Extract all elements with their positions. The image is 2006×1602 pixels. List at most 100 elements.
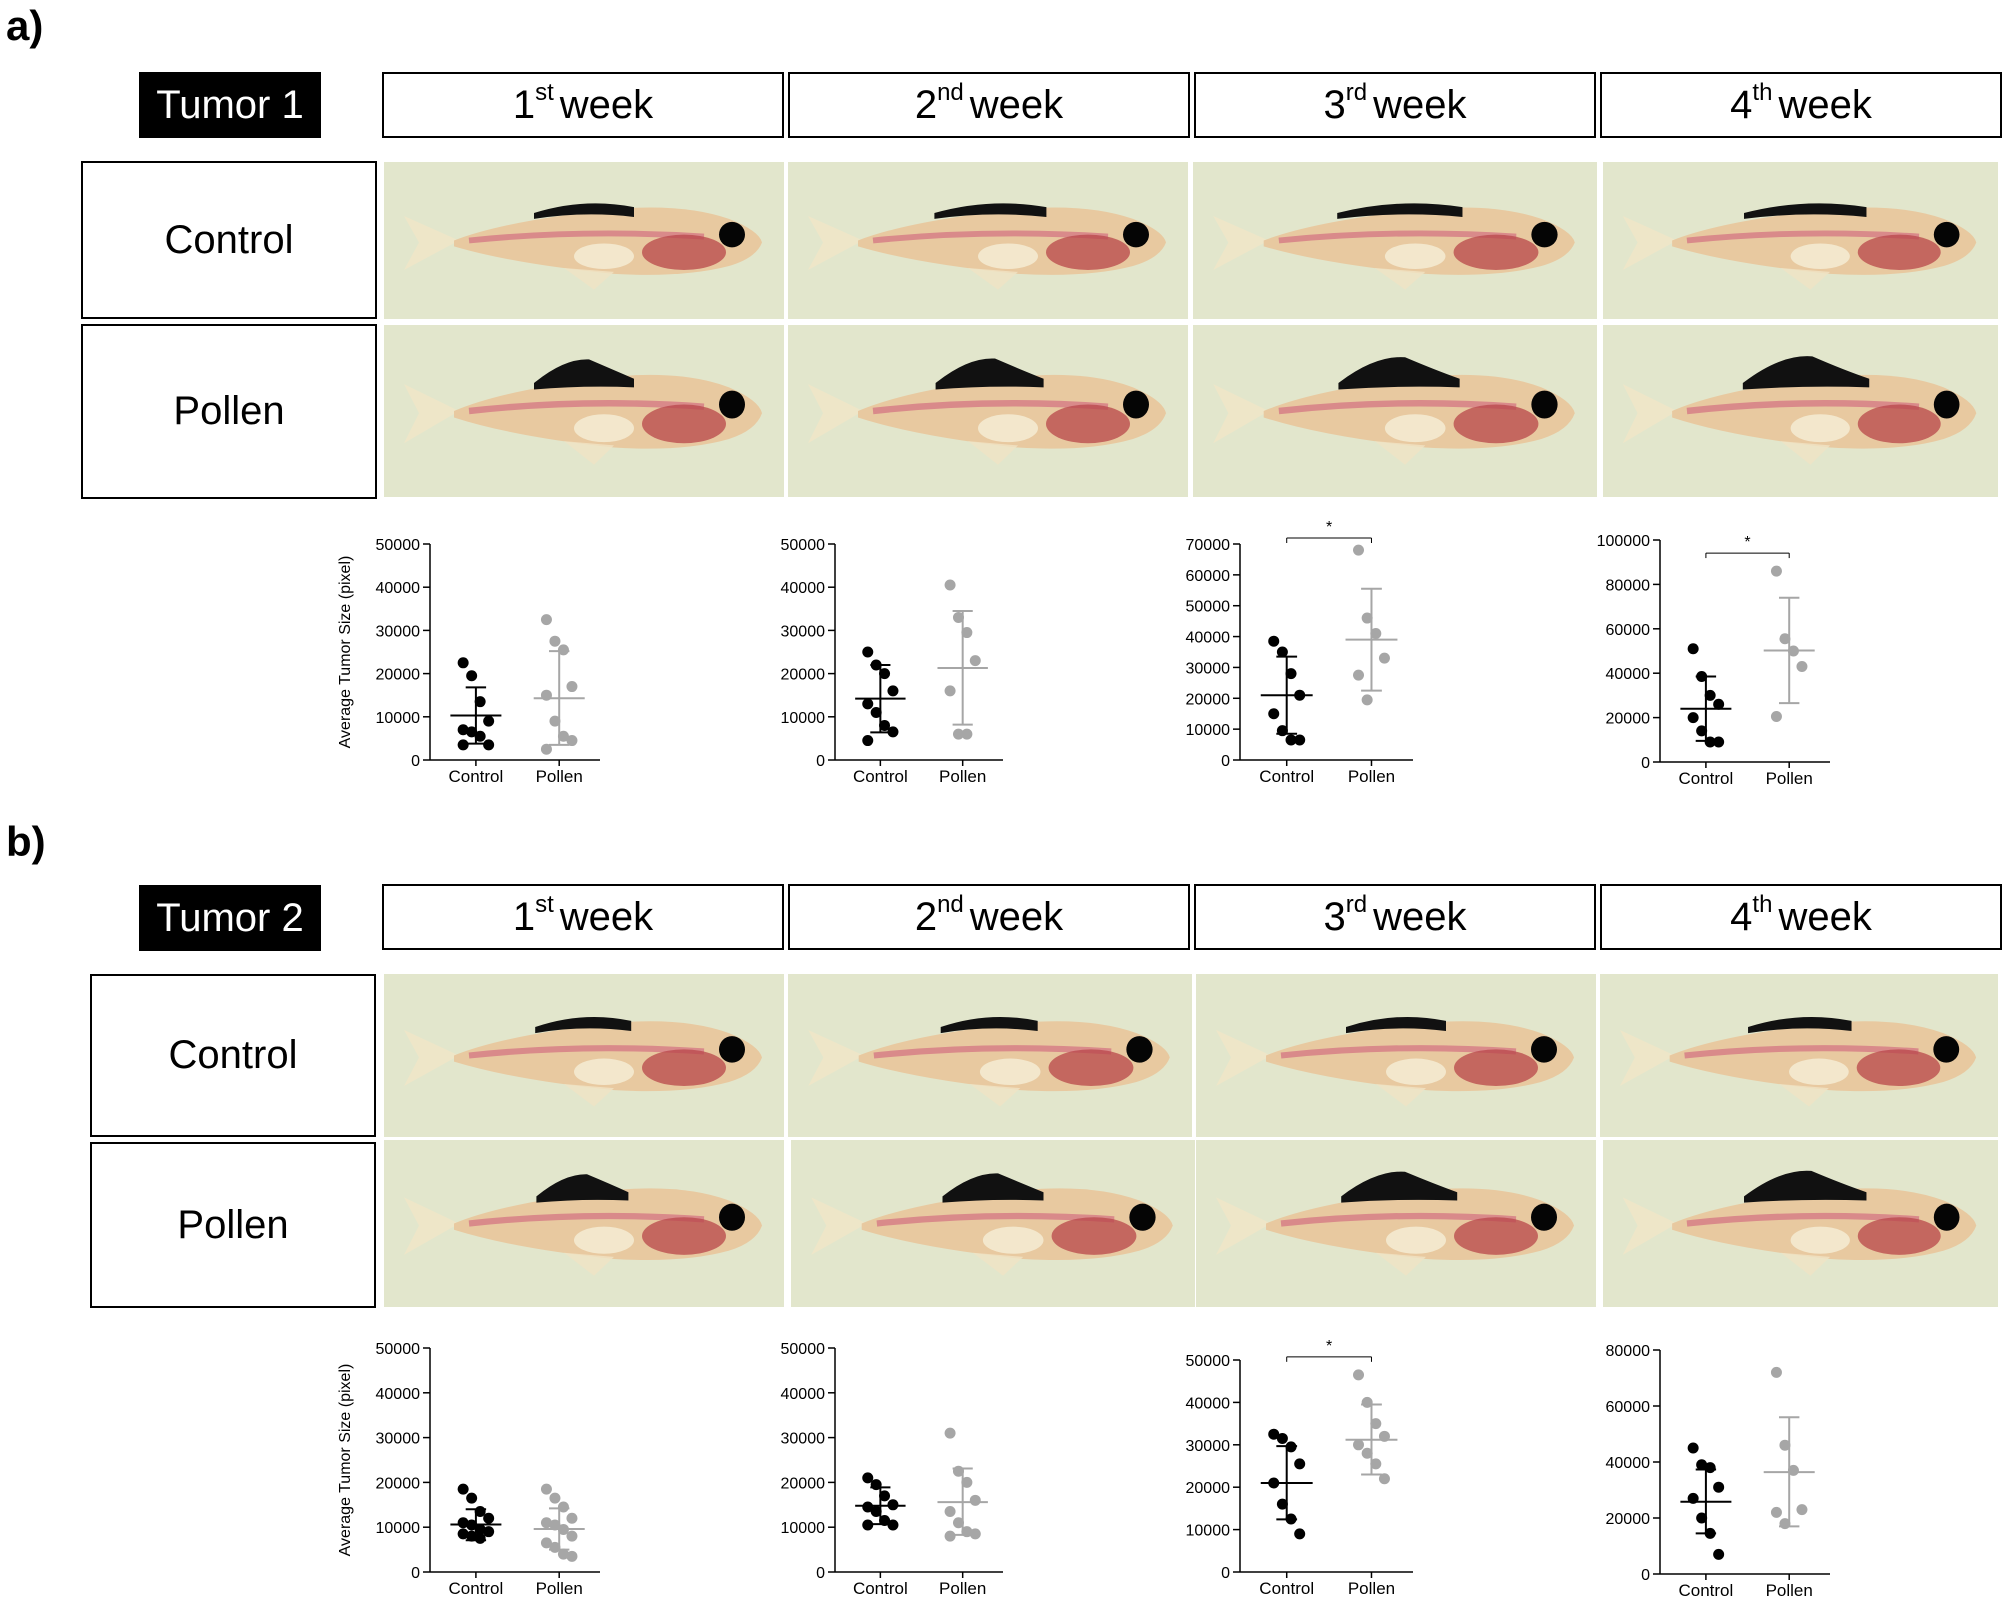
fish-photo (1196, 974, 1596, 1137)
tumor-mass (1744, 1170, 1867, 1203)
y-tick-label: 0 (1221, 753, 1230, 770)
tumor-mass (935, 358, 1044, 390)
data-point (466, 726, 478, 738)
data-point (1361, 612, 1373, 624)
y-tick-label: 30000 (1186, 660, 1231, 677)
ventral-fin (1374, 267, 1426, 290)
data-point (483, 1526, 495, 1538)
data-point (952, 611, 964, 623)
data-point (483, 715, 495, 727)
ventral-fin (1780, 1252, 1831, 1276)
ventral-fin (969, 1084, 1021, 1107)
tail-fin (1216, 1197, 1271, 1255)
fish-illustration (384, 162, 784, 319)
fish-photo (788, 974, 1192, 1137)
fish-eye (1933, 221, 1960, 248)
row-label-control: Control (81, 161, 377, 319)
row-label-pollen: Pollen (90, 1142, 376, 1308)
organ (642, 1049, 726, 1087)
data-point (862, 1519, 874, 1531)
spine-line (876, 1212, 1115, 1227)
data-point (1713, 698, 1725, 710)
y-tick-label: 40000 (1606, 666, 1651, 683)
fish-photo (788, 162, 1188, 319)
organ (1856, 1049, 1941, 1087)
fish-photo (384, 1140, 784, 1307)
data-point (1378, 1473, 1390, 1485)
data-point (961, 1476, 973, 1488)
y-tick-label: 40000 (1186, 1395, 1231, 1412)
swim-bladder (1789, 1058, 1849, 1086)
fish-eye (719, 1036, 745, 1063)
x-tick-label: Pollen (1348, 1579, 1395, 1598)
fish-photo (384, 325, 784, 497)
data-point (1687, 643, 1699, 655)
data-point (474, 1532, 486, 1544)
data-point (1353, 669, 1365, 681)
y-tick-label: 20000 (1606, 1511, 1651, 1528)
y-tick-label: 40000 (1186, 630, 1231, 647)
tail-fin (1622, 1197, 1678, 1255)
ventral-fin (564, 1084, 614, 1107)
y-tick-label: 10000 (781, 710, 826, 727)
tail-fin (811, 1197, 867, 1255)
data-point (1696, 725, 1708, 737)
fish-eye (1531, 1036, 1557, 1063)
fish-eye (1531, 390, 1558, 419)
ventral-fin (1374, 441, 1426, 465)
fish-eye (1531, 1203, 1557, 1231)
ventral-fin (1780, 267, 1831, 290)
data-point (1294, 1528, 1306, 1540)
data-point (1276, 1498, 1288, 1510)
y-tick-label: 10000 (1186, 722, 1231, 739)
fish-eye (1933, 1203, 1960, 1231)
swim-bladder (574, 414, 634, 443)
swim-bladder (1790, 243, 1850, 269)
fish-photo (791, 1140, 1195, 1307)
swim-bladder (1790, 1226, 1850, 1254)
tumor-mass (934, 203, 1047, 219)
fish-eye (1126, 1036, 1153, 1063)
x-tick-label: Pollen (1766, 769, 1813, 788)
organ (1048, 1049, 1134, 1087)
x-tick-label: Pollen (939, 1579, 986, 1598)
y-tick-label: 80000 (1606, 1343, 1651, 1360)
data-point (457, 724, 469, 736)
ventral-fin (1780, 441, 1831, 465)
data-point (1787, 645, 1799, 657)
data-point (1370, 1418, 1382, 1430)
y-tick-label: 20000 (781, 667, 826, 684)
fish-eye (719, 390, 745, 419)
data-point (549, 715, 561, 727)
spine-line (1684, 1045, 1919, 1059)
data-point (879, 719, 891, 731)
fish-illustration (1193, 325, 1597, 497)
tail-fin (404, 384, 459, 444)
data-point (474, 730, 486, 742)
data-point (1704, 1462, 1716, 1474)
data-point (1779, 1439, 1791, 1451)
x-tick-label: Control (1259, 767, 1314, 786)
data-point (457, 739, 469, 751)
data-point (1370, 627, 1382, 639)
fish-eye (719, 221, 745, 248)
x-tick-label: Control (1678, 769, 1733, 788)
x-tick-label: Control (448, 1579, 503, 1598)
data-point (540, 743, 552, 755)
data-point (1713, 736, 1725, 748)
data-point (1796, 1504, 1808, 1516)
data-point (961, 627, 973, 639)
fish-photo (1600, 974, 1998, 1137)
ventral-fin (1779, 1084, 1829, 1107)
data-point (862, 1472, 874, 1484)
y-tick-label: 60000 (1606, 622, 1651, 639)
fish-illustration (1603, 325, 1998, 497)
data-point (944, 1427, 956, 1439)
data-point (961, 728, 973, 740)
y-tick-label: 0 (816, 753, 825, 770)
